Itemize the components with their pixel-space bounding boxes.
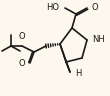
Text: NH: NH: [92, 34, 105, 43]
Text: O: O: [18, 58, 25, 67]
Text: HO: HO: [46, 3, 59, 12]
Text: O: O: [91, 3, 98, 12]
Text: O: O: [19, 32, 25, 41]
Text: H: H: [75, 70, 81, 79]
